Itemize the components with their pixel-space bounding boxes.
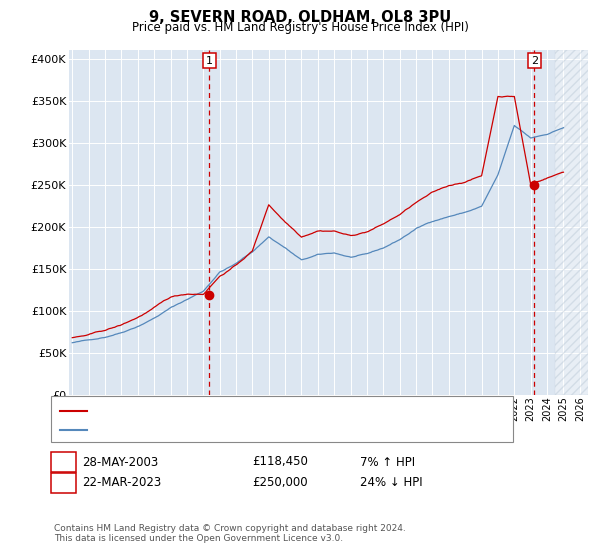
Text: 2: 2 bbox=[531, 55, 538, 66]
Text: 9, SEVERN ROAD, OLDHAM, OL8 3PU: 9, SEVERN ROAD, OLDHAM, OL8 3PU bbox=[149, 10, 451, 25]
Text: 2: 2 bbox=[60, 478, 67, 488]
Text: Contains HM Land Registry data © Crown copyright and database right 2024.
This d: Contains HM Land Registry data © Crown c… bbox=[54, 524, 406, 543]
Text: £118,450: £118,450 bbox=[252, 455, 308, 469]
Text: 9, SEVERN ROAD, OLDHAM, OL8 3PU (detached house): 9, SEVERN ROAD, OLDHAM, OL8 3PU (detache… bbox=[93, 405, 380, 416]
Text: HPI: Average price, detached house, Oldham: HPI: Average price, detached house, Oldh… bbox=[93, 424, 327, 435]
Text: 22-MAR-2023: 22-MAR-2023 bbox=[82, 476, 161, 489]
Text: 1: 1 bbox=[206, 55, 213, 66]
Text: Price paid vs. HM Land Registry's House Price Index (HPI): Price paid vs. HM Land Registry's House … bbox=[131, 21, 469, 34]
Text: 28-MAY-2003: 28-MAY-2003 bbox=[82, 455, 158, 469]
Text: £250,000: £250,000 bbox=[252, 476, 308, 489]
Text: 7% ↑ HPI: 7% ↑ HPI bbox=[360, 455, 415, 469]
Text: 1: 1 bbox=[60, 457, 67, 467]
Bar bbox=[555, 50, 600, 395]
Text: 24% ↓ HPI: 24% ↓ HPI bbox=[360, 476, 422, 489]
